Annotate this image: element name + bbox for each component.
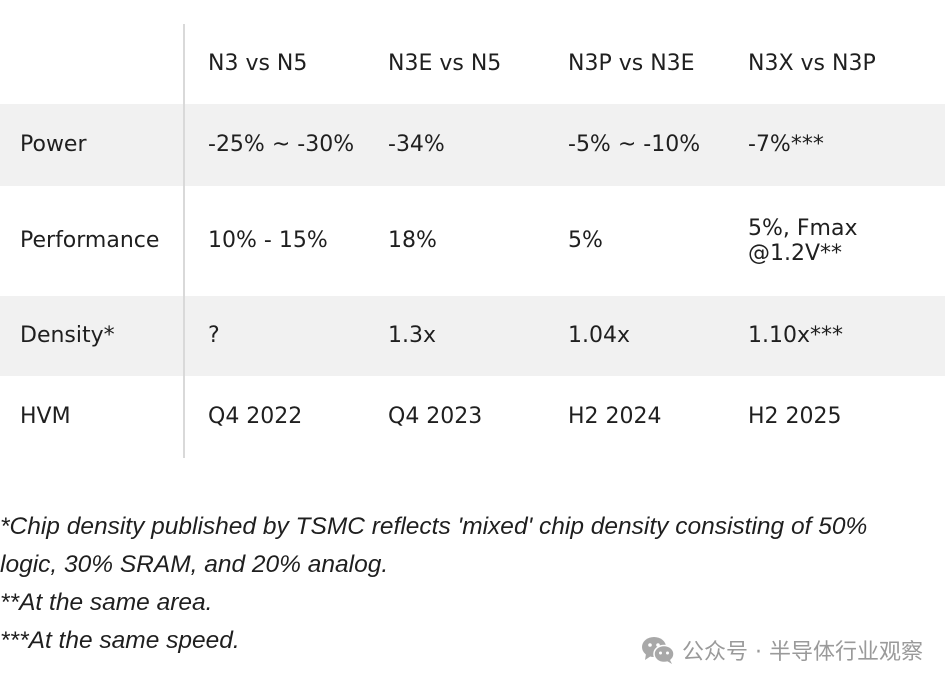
table-row-power: Power -25% ~ -30% -34% -5% ~ -10% -7%*** [0, 104, 945, 186]
watermark: 公众号 · 半导体行业观察 [640, 630, 923, 670]
table-cell: 1.3x [388, 323, 437, 349]
column-header: N3P vs N3E [568, 51, 695, 77]
header-corner-cell [20, 24, 180, 104]
column-divider [183, 24, 185, 458]
watermark-text: 公众号 · 半导体行业观察 [682, 640, 923, 665]
row-label: Performance [20, 228, 160, 254]
footnote-density-cont: logic, 30% SRAM, and 20% analog. [0, 551, 389, 578]
table-cell: -25% ~ -30% [208, 132, 355, 158]
column-header: N3 vs N5 [208, 51, 308, 77]
column-header: N3X vs N3P [748, 51, 876, 77]
table-cell: 18% [388, 228, 437, 254]
comparison-table: N3 vs N5 N3E vs N5 N3P vs N3E N3X vs N3P… [0, 24, 945, 458]
table-cell: -7%*** [748, 132, 824, 158]
table-cell: Q4 2023 [388, 404, 483, 430]
footnote-density: *Chip density published by TSMC reflects… [0, 513, 868, 540]
table-cell: 5%, Fmax @1.2V** [748, 215, 858, 266]
table-cell: H2 2024 [568, 404, 662, 430]
footnote-speed: ***At the same speed. [0, 627, 240, 654]
table-row-density: Density* ? 1.3x 1.04x 1.10x*** [0, 296, 945, 376]
table-cell: 10% - 15% [208, 228, 328, 254]
row-label: Power [20, 132, 87, 158]
wechat-icon [640, 635, 676, 665]
table-cell: 5% [568, 228, 603, 254]
row-label: Density* [20, 323, 115, 349]
column-header: N3E vs N5 [388, 51, 502, 77]
table-row-hvm: HVM Q4 2022 Q4 2023 H2 2024 H2 2025 [0, 376, 945, 458]
row-label: HVM [20, 404, 71, 430]
table-row-performance: Performance 10% - 15% 18% 5% 5%, Fmax @1… [0, 186, 945, 296]
table-cell: Q4 2022 [208, 404, 303, 430]
table-cell: 1.04x [568, 323, 631, 349]
table-header-row: N3 vs N5 N3E vs N5 N3P vs N3E N3X vs N3P [0, 24, 945, 104]
footnote-area: **At the same area. [0, 589, 213, 616]
table-cell: -34% [388, 132, 445, 158]
footnotes: *Chip density published by TSMC reflects… [0, 508, 945, 660]
table-cell: 1.10x*** [748, 323, 844, 349]
table-cell: -5% ~ -10% [568, 132, 701, 158]
table-cell: ? [208, 323, 220, 349]
table-cell: H2 2025 [748, 404, 842, 430]
